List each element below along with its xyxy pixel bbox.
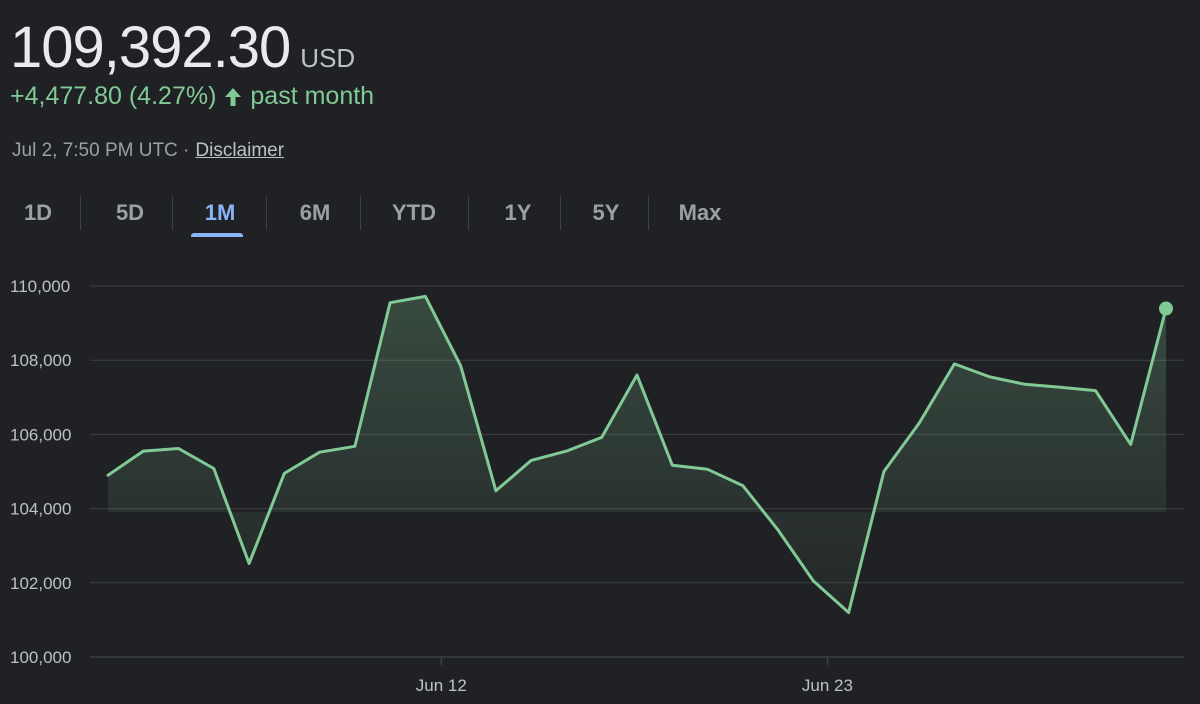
data-point [1056, 383, 1064, 391]
data-point [562, 447, 570, 455]
data-point [774, 526, 782, 534]
data-point [986, 373, 994, 381]
data-point [386, 299, 394, 307]
data-point [175, 444, 183, 452]
data-point [351, 442, 359, 450]
quote-meta: Jul 2, 7:50 PM UTC · Disclaimer [12, 140, 284, 162]
data-point [1021, 380, 1029, 388]
tab-divider [266, 196, 267, 230]
data-point [139, 447, 147, 455]
data-point [1127, 440, 1135, 448]
tab-1d[interactable]: 1D [23, 200, 53, 225]
data-point [845, 608, 853, 616]
tab-1m[interactable]: 1M [204, 200, 236, 225]
data-point [1091, 387, 1099, 395]
tab-ytd[interactable]: YTD [392, 200, 436, 225]
data-point [457, 362, 465, 370]
tab-5y[interactable]: 5Y [592, 200, 620, 225]
price-row: 109,392.30 USD [10, 14, 355, 81]
data-point [809, 577, 817, 585]
tab-divider [468, 196, 469, 230]
tab-divider [560, 196, 561, 230]
tab-1y[interactable]: 1Y [504, 200, 532, 225]
data-point [245, 560, 253, 568]
tab-divider [80, 196, 81, 230]
y-tick-label: 106,000 [10, 425, 71, 444]
data-point [668, 461, 676, 469]
last-price-point [1159, 301, 1173, 316]
data-point [527, 456, 535, 464]
y-tick-label: 102,000 [10, 574, 71, 593]
quote-timestamp: Jul 2, 7:50 PM UTC · [12, 140, 190, 161]
data-point [104, 471, 112, 479]
tab-divider [648, 196, 649, 230]
y-tick-label: 108,000 [10, 351, 71, 370]
data-point [316, 448, 324, 456]
y-tick-label: 104,000 [10, 500, 71, 519]
data-point [492, 487, 500, 495]
range-tabs: 1D 5D 1M 6M YTD 1Y 5Y Max [0, 190, 760, 240]
price-change-row: +4,477.80 (4.27%) past month [10, 82, 374, 111]
price-chart[interactable]: 110,000 108,000 106,000 104,000 102,000 100,0… [0, 260, 1200, 704]
data-point [210, 465, 218, 473]
current-price: 109,392.30 [10, 15, 291, 80]
active-tab-indicator [191, 233, 243, 237]
data-point [421, 292, 429, 300]
tab-max[interactable]: Max [678, 200, 722, 225]
x-tick-label: Jun 23 [802, 676, 853, 695]
data-point [598, 433, 606, 441]
tab-6m[interactable]: 6M [299, 200, 331, 225]
x-tick-label: Jun 12 [416, 676, 467, 695]
change-period: past month [250, 82, 375, 110]
price-area-fill [108, 296, 1166, 613]
data-point [880, 468, 888, 476]
data-point [739, 482, 747, 490]
price-line [106, 294, 1168, 614]
tab-divider [172, 196, 173, 230]
data-point [704, 465, 712, 473]
y-tick-label: 100,000 [10, 648, 71, 667]
disclaimer-link[interactable]: Disclaimer [195, 140, 285, 161]
currency-label: USD [300, 43, 356, 73]
price-change: +4,477.80 (4.27%) [10, 82, 217, 110]
data-point [633, 371, 641, 379]
data-point [280, 469, 288, 477]
data-point [915, 419, 923, 427]
y-tick-label: 110,000 [10, 277, 70, 296]
data-point [950, 360, 958, 368]
tab-divider [360, 196, 361, 230]
arrow-up-icon [222, 85, 244, 109]
tab-5d[interactable]: 5D [115, 200, 145, 225]
